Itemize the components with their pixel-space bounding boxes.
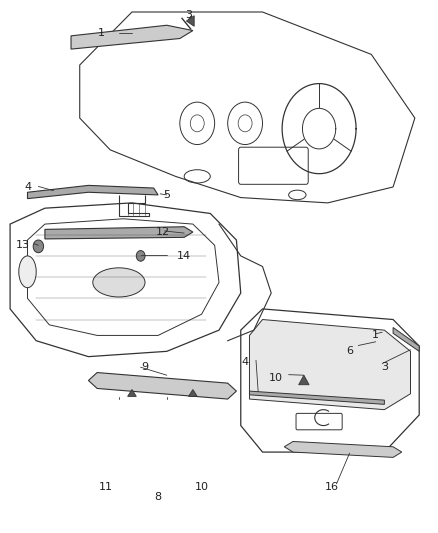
Text: 11: 11 <box>99 481 113 491</box>
Text: 1: 1 <box>372 330 379 341</box>
Polygon shape <box>250 391 385 405</box>
Text: 12: 12 <box>155 227 170 237</box>
Text: 13: 13 <box>16 240 30 251</box>
Text: 10: 10 <box>194 481 208 491</box>
Polygon shape <box>299 375 309 385</box>
Polygon shape <box>88 373 237 399</box>
Text: 4: 4 <box>241 357 249 367</box>
Polygon shape <box>188 390 197 397</box>
Text: 5: 5 <box>163 190 170 200</box>
Text: 6: 6 <box>346 346 353 357</box>
Text: 14: 14 <box>177 251 191 261</box>
Polygon shape <box>45 227 193 239</box>
Polygon shape <box>28 185 158 199</box>
Ellipse shape <box>19 256 36 288</box>
Text: 3: 3 <box>185 10 192 20</box>
Text: 4: 4 <box>24 182 31 192</box>
Text: 9: 9 <box>141 362 148 372</box>
Polygon shape <box>284 441 402 457</box>
Circle shape <box>136 251 145 261</box>
Text: 16: 16 <box>325 481 339 491</box>
Polygon shape <box>127 390 136 397</box>
Polygon shape <box>186 15 194 26</box>
Text: 1: 1 <box>98 28 105 38</box>
Text: 3: 3 <box>381 362 388 372</box>
Circle shape <box>33 240 44 253</box>
Text: 10: 10 <box>268 373 283 383</box>
Polygon shape <box>71 25 193 49</box>
Polygon shape <box>393 327 419 351</box>
Polygon shape <box>250 319 410 410</box>
Ellipse shape <box>93 268 145 297</box>
Text: 8: 8 <box>155 492 162 502</box>
